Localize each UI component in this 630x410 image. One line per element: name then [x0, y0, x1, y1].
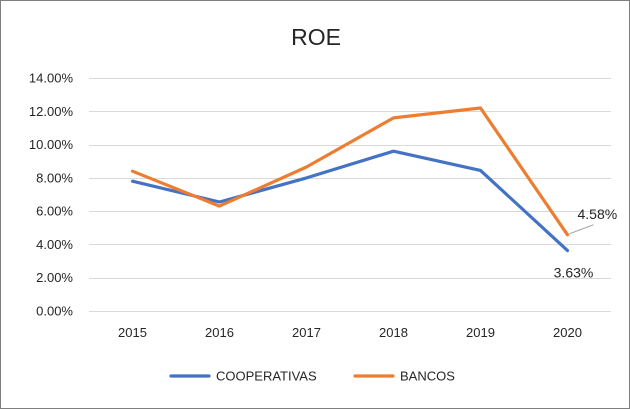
legend-label: COOPERATIVAS: [216, 369, 317, 384]
y-tick-label: 8.00%: [36, 170, 73, 185]
leader-line: [570, 225, 594, 234]
y-tick-label: 10.00%: [29, 137, 74, 152]
data-labels: 4.58% 3.63%: [554, 206, 618, 281]
y-tick-label: 14.00%: [29, 71, 74, 86]
y-axis-ticks: 0.00% 2.00% 4.00% 6.00% 8.00% 10.00% 12.00% 14.…: [29, 71, 74, 319]
series-lines: [132, 108, 567, 251]
series-line-bancos: [133, 108, 568, 235]
series-line-cooperativas: [133, 151, 568, 250]
y-tick-label: 2.00%: [36, 270, 73, 285]
y-tick-label: 4.00%: [36, 237, 73, 252]
x-tick-label: 2018: [379, 325, 408, 340]
x-axis-ticks: 2015 2016 2017 2018 2019 2020: [118, 325, 582, 340]
y-tick-label: 6.00%: [36, 204, 73, 219]
y-tick-label: 12.00%: [29, 104, 74, 119]
x-tick-label: 2017: [292, 325, 321, 340]
data-label: 3.63%: [554, 265, 594, 281]
legend-label: BANCOS: [400, 369, 455, 384]
gridlines: [89, 79, 611, 312]
legend: COOPERATIVAS BANCOS: [171, 369, 455, 384]
x-tick-label: 2020: [553, 325, 582, 340]
x-tick-label: 2015: [118, 325, 147, 340]
data-label: 4.58%: [578, 206, 618, 222]
x-tick-label: 2016: [205, 325, 234, 340]
y-tick-label: 0.00%: [36, 304, 73, 319]
chart-title: ROE: [291, 24, 341, 50]
x-tick-label: 2019: [466, 325, 495, 340]
